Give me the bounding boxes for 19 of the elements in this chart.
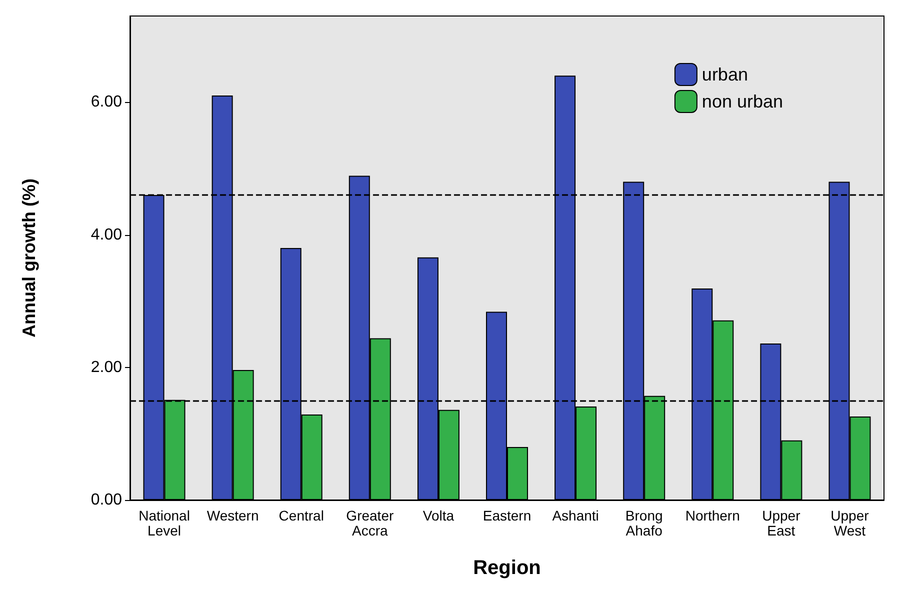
x-tick-label: Greater Accra [346, 508, 394, 538]
x-tick-label: Upper West [830, 508, 870, 538]
x-tick-label: Upper East [762, 508, 801, 538]
x-tick-label: Western [206, 508, 259, 524]
x-tick-label: National Level [138, 508, 190, 538]
y-tick-label: 2.00 [90, 358, 122, 376]
x-tick-label: Brong Ahafo [625, 508, 663, 538]
legend-label: urban [702, 64, 748, 84]
y-tick-label: 4.00 [90, 226, 122, 244]
x-tick-label: Northern [685, 508, 740, 524]
y-tick-label: 0.00 [90, 492, 122, 508]
x-tick-label: Volta [422, 508, 454, 524]
x-axis-title: Region [473, 557, 541, 579]
x-tick-label: Central [278, 508, 324, 524]
x-tick-label: Ashanti [552, 508, 599, 524]
y-axis-title: Annual growth (%) [19, 178, 39, 338]
y-tick-label: 6.00 [90, 94, 122, 111]
legend-label: non urban [702, 92, 784, 112]
x-tick-label: Eastern [482, 508, 532, 524]
